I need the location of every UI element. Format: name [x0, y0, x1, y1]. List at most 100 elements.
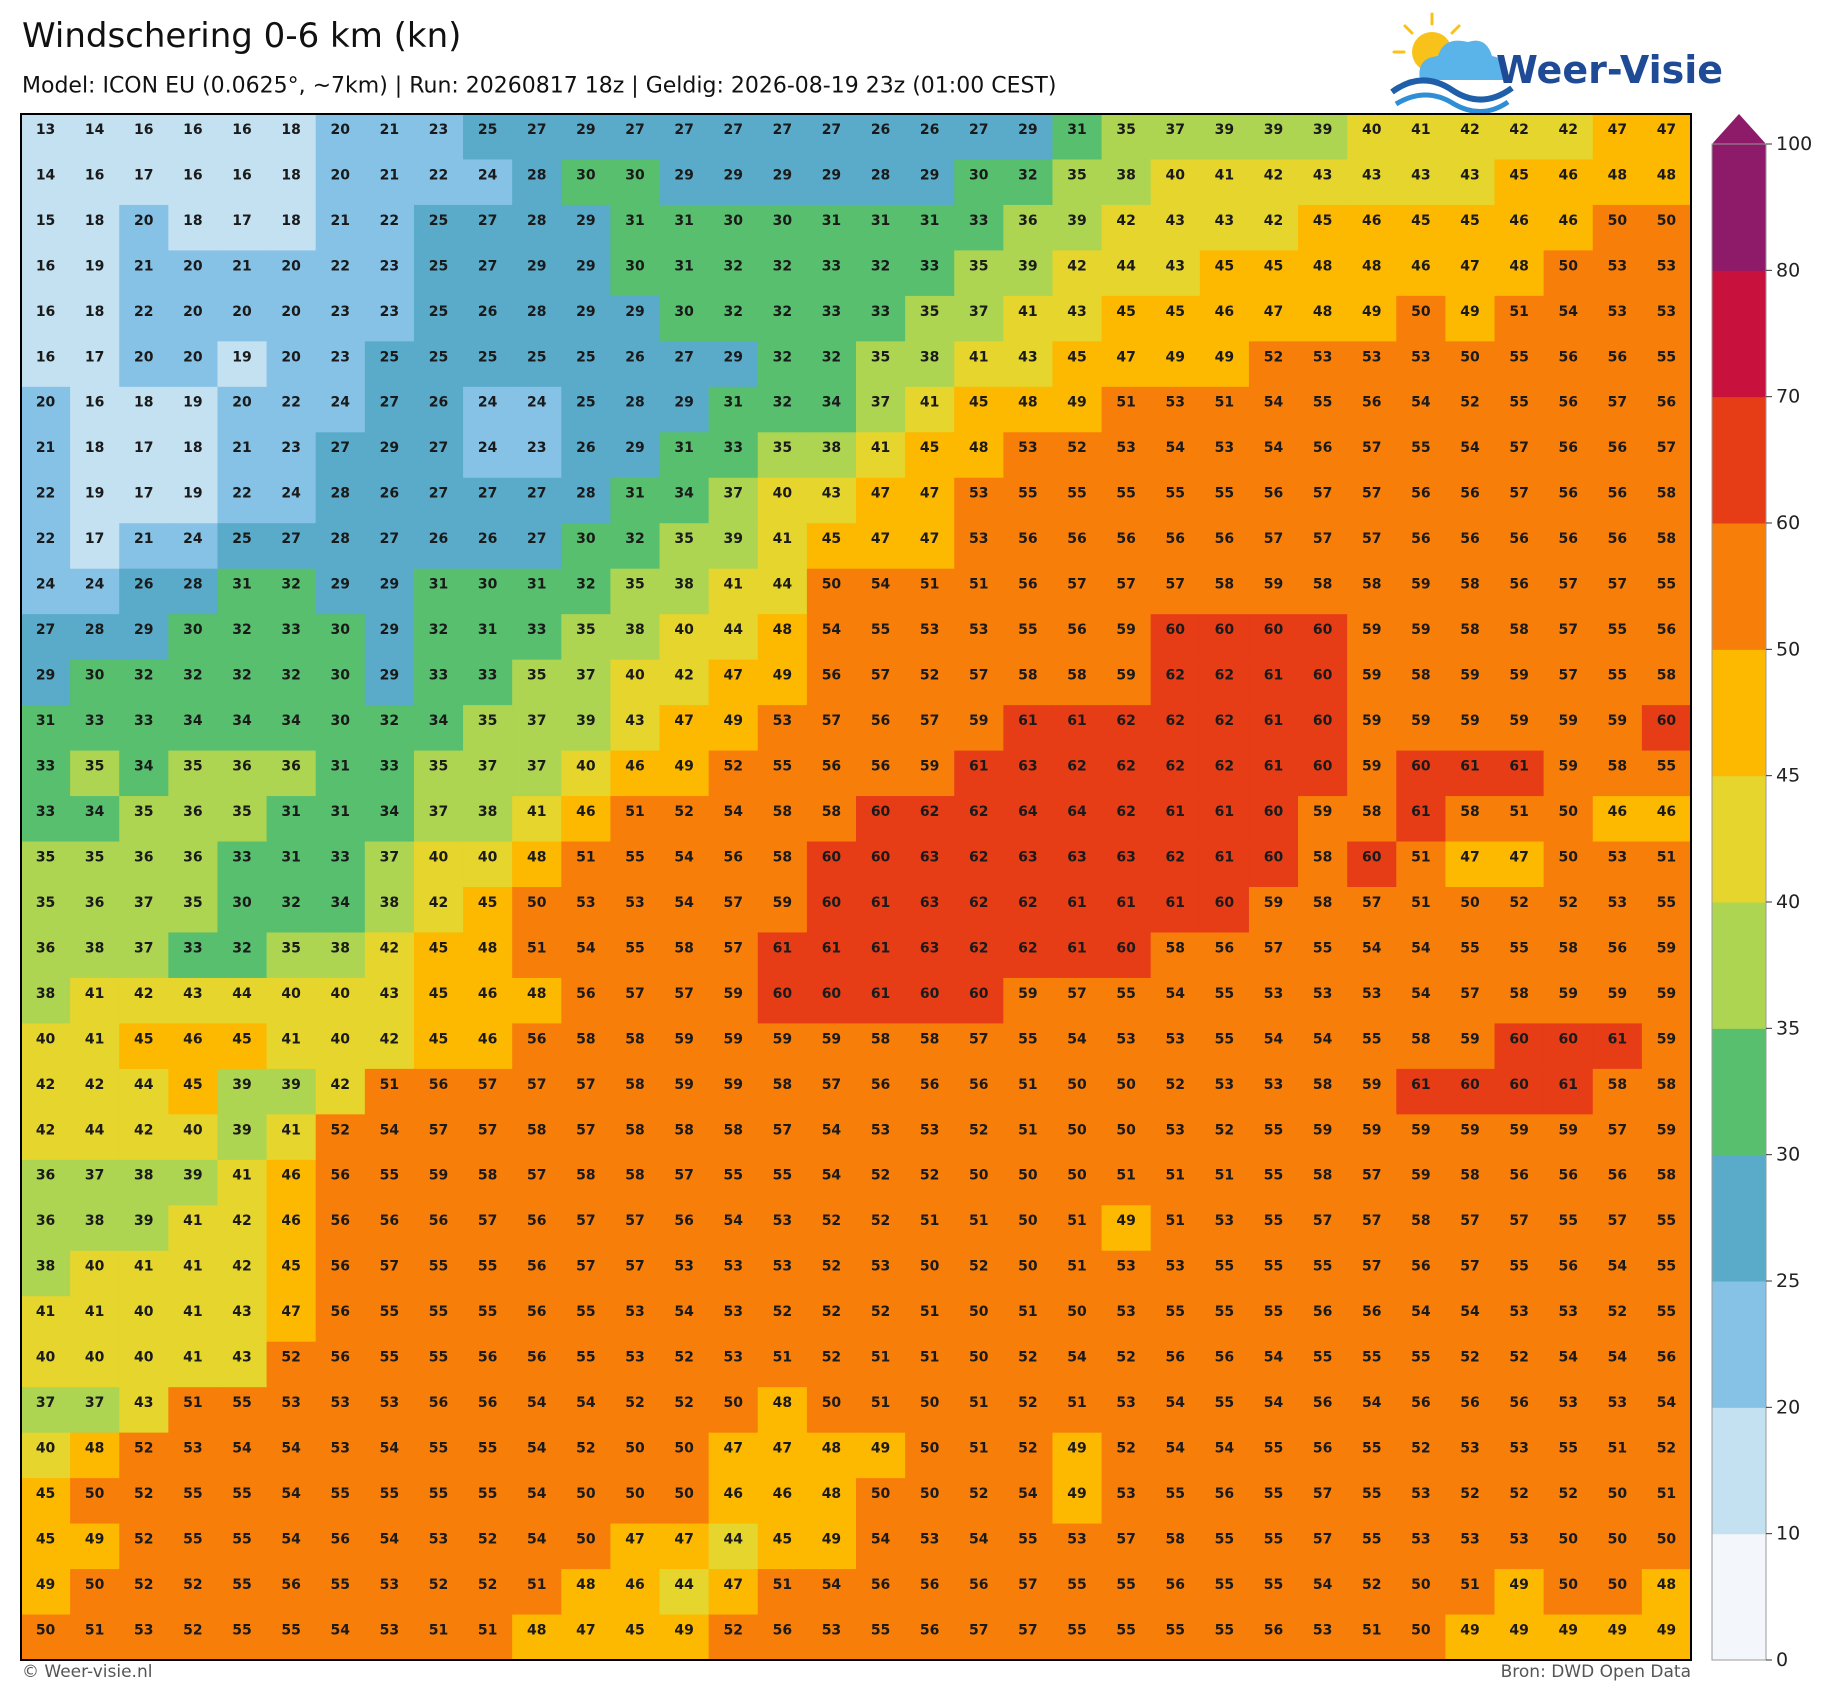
field-cell — [119, 1068, 169, 1115]
grid-value: 36 — [36, 1168, 55, 1184]
grid-value: 41 — [183, 1350, 202, 1366]
grid-value: 30 — [576, 167, 596, 183]
grid-value: 44 — [134, 1077, 154, 1093]
grid-value: 52 — [625, 1395, 644, 1411]
grid-value: 37 — [1166, 122, 1185, 138]
grid-value: 29 — [625, 304, 644, 320]
grid-value: 38 — [625, 622, 644, 638]
grid-value: 57 — [1116, 1532, 1135, 1548]
grid-value: 48 — [527, 1622, 546, 1638]
field-cell — [1101, 568, 1152, 615]
field-cell — [708, 204, 759, 252]
grid-value: 21 — [331, 213, 350, 229]
grid-value: 48 — [1313, 304, 1332, 320]
grid-value: 48 — [1018, 395, 1037, 411]
field-cell — [1543, 477, 1594, 524]
grid-value: 34 — [183, 713, 203, 729]
field-cell — [1347, 204, 1397, 252]
field-cell — [561, 750, 612, 797]
grid-value: 55 — [1313, 1259, 1332, 1275]
field-cell — [659, 659, 710, 706]
grid-value: 59 — [1362, 1077, 1381, 1093]
field-cell — [610, 568, 661, 615]
field-cell — [1592, 750, 1643, 797]
grid-value: 30 — [183, 622, 203, 638]
colorbar-segment — [1712, 144, 1766, 271]
field-cell — [1494, 477, 1545, 524]
grid-value: 51 — [969, 1213, 988, 1229]
grid-value: 47 — [1116, 349, 1135, 365]
field-cell — [315, 1068, 366, 1115]
grid-value: 62 — [1166, 668, 1185, 684]
grid-value: 56 — [1018, 577, 1037, 593]
field-cell — [1052, 841, 1103, 888]
grid-value: 47 — [723, 1441, 742, 1457]
grid-value: 58 — [1067, 668, 1086, 684]
grid-value: 58 — [1018, 668, 1037, 684]
grid-value: 55 — [1067, 486, 1086, 502]
field-cell — [1101, 932, 1152, 979]
grid-value: 30 — [331, 713, 351, 729]
grid-value: 30 — [232, 895, 252, 911]
field-cell — [757, 1068, 808, 1115]
field-cell — [905, 250, 955, 297]
grid-value: 55 — [1166, 486, 1185, 502]
field-cell — [21, 977, 71, 1025]
field-cell — [610, 295, 661, 342]
field-cell — [1592, 250, 1643, 297]
grid-value: 22 — [281, 395, 300, 411]
field-cell — [21, 1068, 71, 1115]
grid-value: 45 — [429, 1031, 448, 1047]
grid-value: 17 — [85, 531, 104, 547]
field-cell — [708, 705, 759, 752]
grid-value: 56 — [1657, 1350, 1676, 1366]
field-cell — [1101, 159, 1152, 206]
grid-value: 54 — [822, 622, 842, 638]
field-cell — [315, 250, 366, 297]
field-cell — [1543, 432, 1594, 479]
grid-value: 36 — [134, 849, 153, 865]
grid-value: 57 — [1362, 1259, 1381, 1275]
grid-value: 51 — [1657, 849, 1676, 865]
grid-value: 57 — [576, 1259, 595, 1275]
field-cell — [905, 295, 955, 342]
grid-value: 44 — [85, 1122, 105, 1138]
field-cell — [463, 932, 513, 979]
field-cell — [217, 796, 268, 843]
field-cell — [1347, 1023, 1397, 1070]
grid-value: 34 — [822, 395, 842, 411]
field-cell — [217, 250, 268, 297]
field-cell — [905, 159, 955, 206]
grid-value: 54 — [380, 1441, 400, 1457]
grid-value: 62 — [1215, 713, 1234, 729]
colorbar-segment — [1712, 1533, 1766, 1661]
field-cell — [1003, 705, 1054, 752]
field-cell — [1543, 887, 1594, 934]
field-cell — [659, 750, 710, 797]
grid-value: 41 — [1411, 122, 1430, 138]
grid-value: 59 — [429, 1168, 448, 1184]
grid-value: 58 — [1460, 577, 1479, 593]
field-cell — [1396, 887, 1447, 934]
field-cell — [806, 250, 857, 297]
grid-value: 52 — [1018, 1350, 1037, 1366]
grid-value: 54 — [871, 1532, 891, 1548]
grid-value: 62 — [1166, 849, 1185, 865]
grid-value: 17 — [134, 440, 153, 456]
field-cell — [463, 1023, 513, 1070]
grid-value: 58 — [1460, 1168, 1479, 1184]
grid-value: 55 — [1313, 395, 1332, 411]
field-cell — [856, 796, 906, 843]
field-cell — [266, 250, 317, 297]
grid-value: 31 — [232, 577, 251, 593]
field-cell — [512, 204, 562, 252]
grid-value: 47 — [1608, 122, 1627, 138]
grid-value: 49 — [674, 1622, 693, 1638]
field-cell — [168, 432, 219, 479]
grid-value: 36 — [36, 940, 55, 956]
field-cell — [1445, 977, 1496, 1025]
grid-value: 52 — [822, 1213, 841, 1229]
field-cell — [561, 204, 612, 252]
field-cell — [70, 250, 120, 297]
field-cell — [1641, 114, 1692, 161]
